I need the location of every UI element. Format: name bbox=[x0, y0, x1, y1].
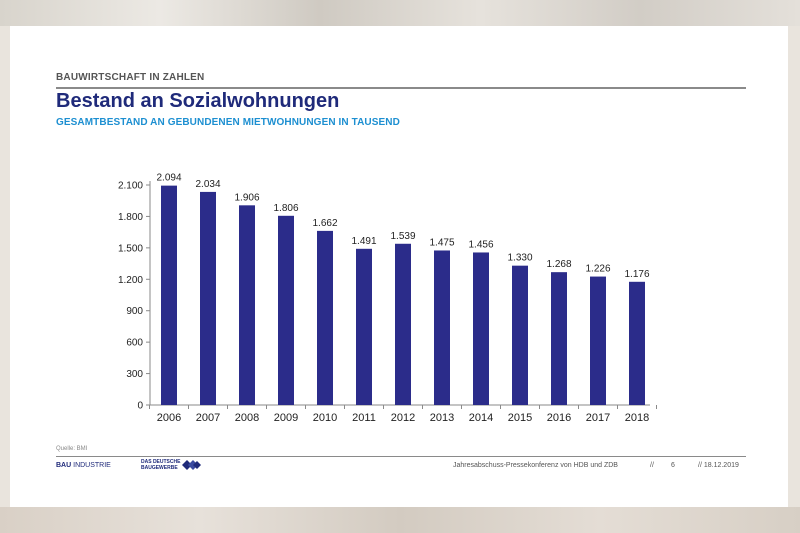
data-label: 1.226 bbox=[585, 264, 610, 275]
data-label: 1.456 bbox=[468, 239, 493, 250]
data-label: 1.176 bbox=[624, 269, 649, 280]
bar bbox=[278, 215, 294, 405]
y-tick-label: 900 bbox=[126, 306, 143, 317]
x-tick-label: 2018 bbox=[625, 412, 649, 424]
bar-chart: 0 300 600 900 1.200 1.500 1.800 2.100 2.094 2006 2… bbox=[118, 173, 657, 424]
bar bbox=[239, 205, 255, 405]
logo-bau-rest: INDUSTRIE bbox=[73, 462, 111, 469]
bar bbox=[395, 243, 411, 405]
footer-divider bbox=[56, 456, 746, 457]
x-tick-label: 2007 bbox=[196, 412, 220, 424]
data-label: 1.906 bbox=[234, 192, 259, 203]
slide-subtitle: GESAMTBESTAND AN GEBUNDENEN MIETWOHNUNGE… bbox=[56, 117, 400, 128]
x-tick-label: 2015 bbox=[508, 412, 532, 424]
data-label: 2.094 bbox=[156, 173, 181, 184]
footer-conference: Jahresabschuss-Pressekonferenz von HDB u… bbox=[453, 462, 618, 469]
data-label: 1.539 bbox=[390, 231, 415, 242]
footer-separator: // bbox=[650, 462, 654, 469]
data-label: 1.268 bbox=[546, 259, 571, 270]
bar bbox=[473, 252, 489, 405]
bar bbox=[512, 265, 528, 405]
bar bbox=[434, 250, 450, 405]
data-label: 1.475 bbox=[429, 237, 454, 248]
source-note: Quelle: BMI bbox=[56, 446, 88, 452]
y-tick-label: 600 bbox=[126, 338, 143, 349]
zdb-logo-icon bbox=[182, 460, 201, 470]
bauindustrie-logo: BAU INDUSTRIE bbox=[56, 462, 111, 469]
presentation-slide: BAUWIRTSCHAFT IN ZAHLEN Bestand an Sozia… bbox=[10, 26, 788, 507]
y-tick-label: 1.200 bbox=[118, 275, 143, 286]
data-label: 1.806 bbox=[273, 203, 298, 214]
x-tick-label: 2016 bbox=[547, 412, 571, 424]
x-tick-label: 2006 bbox=[157, 412, 181, 424]
bar bbox=[356, 248, 372, 405]
y-tick-label: 0 bbox=[137, 401, 143, 412]
bar bbox=[161, 185, 177, 405]
data-label: 1.662 bbox=[312, 218, 337, 229]
header-divider bbox=[56, 87, 746, 89]
zdb-logo-text: DAS DEUTSCHE BAUGEWERBE bbox=[141, 459, 181, 471]
x-tick-label: 2010 bbox=[313, 412, 337, 424]
y-tick-label: 1.800 bbox=[118, 212, 143, 223]
y-tick-label: 1.500 bbox=[118, 243, 143, 254]
data-label: 1.491 bbox=[351, 236, 376, 247]
bar bbox=[629, 281, 645, 405]
bar bbox=[551, 272, 567, 405]
background-photo-top bbox=[0, 0, 800, 26]
slide-title: Bestand an Sozialwohnungen bbox=[56, 90, 340, 112]
y-tick-label: 300 bbox=[126, 369, 143, 380]
bar bbox=[590, 276, 606, 405]
x-tick-label: 2008 bbox=[235, 412, 259, 424]
data-label: 2.034 bbox=[195, 179, 220, 190]
x-tick-label: 2013 bbox=[430, 412, 454, 424]
x-tick-label: 2011 bbox=[352, 412, 376, 424]
footer-date: // 18.12.2019 bbox=[698, 462, 739, 469]
background-photo-bottom bbox=[0, 507, 800, 533]
section-label: BAUWIRTSCHAFT IN ZAHLEN bbox=[56, 72, 205, 83]
logo-bau-strong: BAU bbox=[56, 462, 72, 469]
x-tick-label: 2012 bbox=[391, 412, 415, 424]
x-tick-label: 2017 bbox=[586, 412, 610, 424]
data-label: 1.330 bbox=[507, 253, 532, 264]
x-tick-label: 2014 bbox=[469, 412, 493, 424]
page-number: 6 bbox=[671, 462, 675, 469]
bar bbox=[317, 230, 333, 405]
y-tick-label: 2.100 bbox=[118, 181, 143, 192]
x-tick-label: 2009 bbox=[274, 412, 298, 424]
bar bbox=[200, 191, 216, 405]
